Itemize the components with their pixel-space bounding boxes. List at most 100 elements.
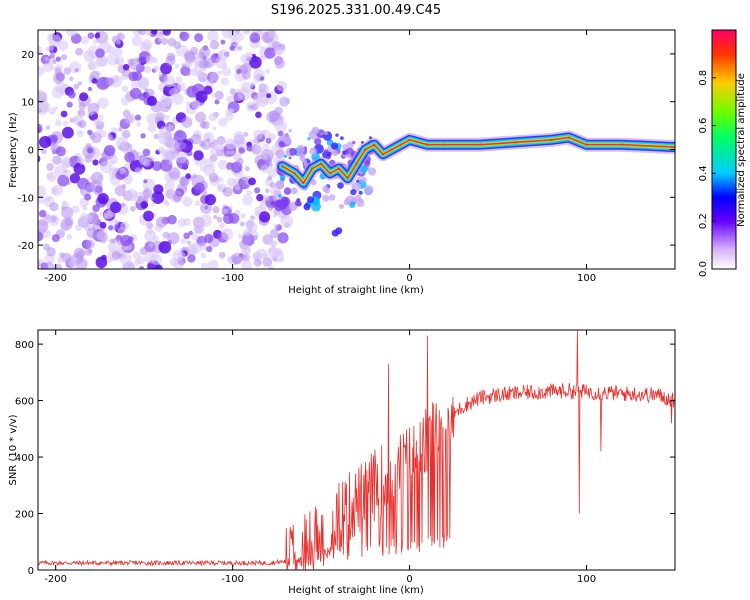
noise-blob xyxy=(122,130,131,139)
noise-blob xyxy=(50,51,56,58)
noise-blob xyxy=(226,150,231,155)
noise-blob xyxy=(256,248,268,260)
noise-blob xyxy=(221,228,234,241)
noise-blob xyxy=(195,111,207,123)
noise-blob xyxy=(60,110,68,118)
transition-blob xyxy=(346,153,352,159)
noise-blob xyxy=(54,165,66,177)
snr-xtick-label: -200 xyxy=(44,574,67,585)
transition-blob xyxy=(352,140,356,145)
noise-blob xyxy=(216,216,223,223)
noise-blob xyxy=(57,257,63,264)
noise-blob xyxy=(157,146,165,154)
ridge-point xyxy=(328,172,332,175)
ridge-point xyxy=(390,148,394,151)
noise-blob xyxy=(232,255,242,265)
noise-blob xyxy=(76,250,84,258)
noise-blob xyxy=(200,252,207,259)
noise-blob xyxy=(194,182,205,194)
noise-blob xyxy=(179,31,189,42)
noise-blob xyxy=(209,40,220,50)
noise-blob xyxy=(147,123,157,133)
noise-blob xyxy=(213,214,218,220)
noise-blob xyxy=(85,239,95,249)
noise-blob xyxy=(207,30,219,42)
noise-blob xyxy=(94,131,100,137)
noise-blob xyxy=(228,205,233,210)
noise-blob xyxy=(222,208,229,215)
noise-blob xyxy=(104,144,116,157)
ridge-point xyxy=(585,143,588,146)
noise-blob xyxy=(177,82,186,92)
noise-blob xyxy=(199,214,213,227)
noise-blob xyxy=(208,113,217,122)
spectrogram-content xyxy=(31,30,675,269)
ridge-point xyxy=(549,138,553,142)
noise-blob xyxy=(269,133,277,141)
noise-blob xyxy=(237,45,243,51)
noise-blob xyxy=(65,30,78,37)
noise-blob xyxy=(38,231,44,242)
noise-blob xyxy=(110,201,122,213)
transition-blob xyxy=(330,142,339,150)
noise-blob xyxy=(105,77,114,86)
spectrogram-ytick-label: 20 xyxy=(21,50,34,61)
noise-blob xyxy=(190,133,202,145)
noise-blob xyxy=(151,191,165,204)
noise-blob xyxy=(173,41,182,49)
noise-blob xyxy=(78,102,86,110)
noise-blob xyxy=(218,117,228,127)
noise-blob xyxy=(155,216,167,228)
noise-blob xyxy=(95,48,105,58)
noise-blob xyxy=(66,234,73,240)
colorbar-tick-label: 0.6 xyxy=(698,118,709,134)
noise-blob xyxy=(158,241,172,254)
noise-blob xyxy=(95,54,108,67)
noise-blob xyxy=(75,47,83,56)
noise-blob xyxy=(88,248,93,254)
noise-blob xyxy=(213,140,224,151)
noise-blob xyxy=(140,201,149,209)
noise-blob xyxy=(42,62,53,73)
noise-blob xyxy=(253,129,264,140)
noise-blob xyxy=(215,57,227,69)
transition-blob xyxy=(290,187,298,195)
noise-blob xyxy=(236,157,244,165)
noise-blob xyxy=(134,114,142,121)
spectrogram-xtick-label: 0 xyxy=(406,273,412,284)
noise-blob xyxy=(280,214,294,228)
transition-blob xyxy=(332,150,339,157)
ridge-point xyxy=(293,172,296,175)
noise-blob xyxy=(228,213,240,224)
noise-blob xyxy=(120,234,132,247)
noise-blob xyxy=(143,66,151,74)
spectrogram-ylabel: Frequency (Hz) xyxy=(8,112,19,188)
noise-blob xyxy=(249,32,261,43)
noise-blob xyxy=(255,111,262,119)
transition-blob xyxy=(302,159,308,164)
transition-blob xyxy=(314,138,322,146)
spectrogram-xtick-label: -100 xyxy=(221,273,244,284)
noise-blob xyxy=(276,80,288,92)
transition-blob xyxy=(328,194,336,201)
noise-blob xyxy=(61,206,74,219)
noise-blob xyxy=(199,242,208,251)
noise-blob xyxy=(53,263,62,269)
noise-blob xyxy=(212,92,218,98)
transition-blob xyxy=(363,185,374,196)
spectrogram-ytick-label: -10 xyxy=(18,193,34,204)
noise-blob xyxy=(88,61,98,71)
transition-blob xyxy=(298,152,305,159)
noise-blob xyxy=(187,240,191,245)
transition-blob xyxy=(331,229,339,237)
noise-blob xyxy=(38,145,41,150)
noise-blob xyxy=(115,136,129,150)
noise-blob xyxy=(134,167,142,175)
noise-blob xyxy=(45,125,51,130)
ridge-point xyxy=(620,143,624,146)
noise-blob xyxy=(107,242,117,252)
noise-blob xyxy=(99,31,107,39)
noise-blob xyxy=(209,71,220,82)
noise-blob xyxy=(31,69,38,76)
